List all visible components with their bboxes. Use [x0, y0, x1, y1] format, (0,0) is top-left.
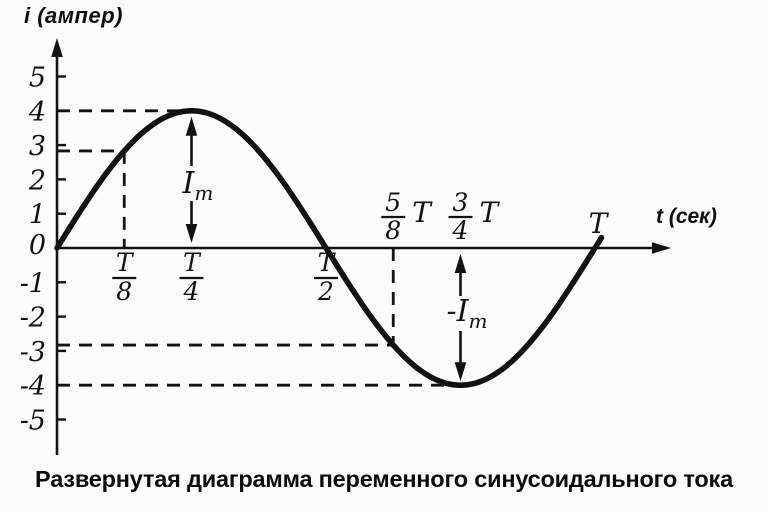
y-tick-label: -2 [20, 303, 46, 334]
y-tick-label: 5 [29, 63, 46, 94]
svg-text:T: T [183, 248, 202, 277]
svg-text:T: T [116, 248, 135, 277]
y-tick-label: 1 [29, 200, 46, 231]
y-tick-label: -3 [20, 337, 46, 368]
arrowhead [454, 362, 467, 382]
svg-text:4: 4 [452, 216, 469, 245]
y-tick-label: 2 [28, 165, 46, 196]
x-tick-fraction: T8 [112, 248, 137, 306]
arrowhead [185, 224, 198, 243]
svg-text:T: T [412, 196, 433, 229]
arrowhead [185, 116, 198, 136]
x-axis-title: t (сек) [656, 205, 717, 228]
svg-text:8: 8 [116, 277, 132, 306]
x-tick-fraction: T4 [179, 248, 204, 306]
y-tick-label: 3 [29, 131, 46, 162]
svg-text:3: 3 [453, 188, 469, 217]
y-tick-label: 4 [28, 97, 46, 128]
x-tick-fraction: 34T [448, 188, 501, 245]
y-tick-label: 0 [29, 230, 46, 261]
y-tick-label: -5 [20, 406, 46, 437]
sine-curve [54, 108, 605, 388]
x-tick-label: T [589, 207, 610, 240]
x-tick-fraction: T2 [314, 248, 338, 306]
amplitude-arrow-minus-Im: -Im [447, 270, 488, 366]
svg-text:T: T [318, 248, 337, 277]
y-axis-arrowhead [51, 38, 63, 57]
y-tick-label: -1 [20, 268, 46, 299]
x-tick-fraction: 58T [381, 188, 433, 245]
svg-text:5: 5 [385, 188, 401, 217]
y-axis-title: i (ампер) [24, 3, 123, 28]
x-axis-arrowhead [652, 242, 671, 254]
figure-caption: Развернутая диаграмма переменного синусо… [35, 466, 733, 492]
amplitude-label: Im [182, 166, 214, 205]
svg-text:8: 8 [385, 216, 401, 245]
svg-text:T: T [480, 196, 501, 229]
svg-text:4: 4 [183, 277, 200, 306]
svg-text:2: 2 [317, 277, 334, 306]
y-tick-label: -4 [20, 371, 46, 402]
arrowhead [454, 254, 467, 273]
amplitude-label: -Im [447, 294, 488, 333]
amplitude-arrow-Im: Im [182, 132, 214, 228]
